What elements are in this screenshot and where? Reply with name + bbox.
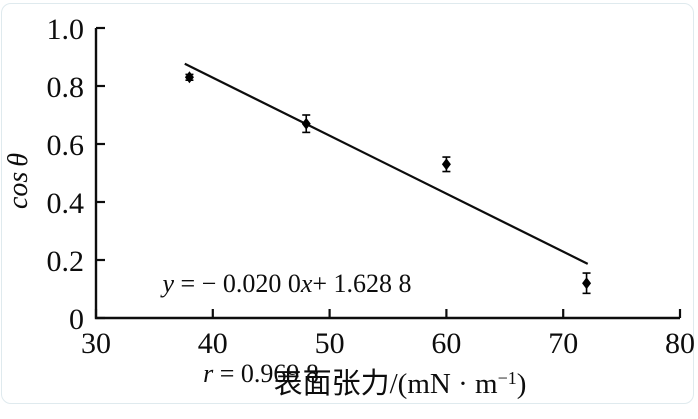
y-tick-label: 0.6	[47, 129, 85, 162]
y-tick-label: 0.4	[47, 187, 85, 220]
x-axis-label-text: 表面张力/(mN · m	[273, 368, 498, 400]
y-tick-label: 1.0	[47, 13, 85, 46]
x-tick-label: 40	[198, 327, 228, 360]
data-point	[301, 117, 311, 130]
x-tick-label: 60	[431, 327, 461, 360]
x-tick-label: 80	[665, 327, 695, 360]
equation-var-x: x	[300, 269, 313, 298]
theta-symbol: θ	[3, 152, 34, 167]
data-point	[582, 277, 592, 290]
x-axis-label: 表面张力/(mN · m−1)	[250, 360, 550, 402]
x-tick-label: 50	[315, 327, 345, 360]
correlation-text: = 0.969 8	[213, 359, 319, 388]
data-point	[441, 158, 451, 171]
regression-annotation: y = − 0.020 0x+ 1.628 8 r = 0.969 8	[130, 209, 444, 419]
x-axis-label-close: )	[516, 368, 527, 400]
x-tick-label: 70	[548, 327, 578, 360]
equation-var-y: y	[162, 269, 174, 298]
y-tick-label: 0	[69, 303, 84, 336]
y-axis-label: cos θ	[3, 121, 35, 241]
scatter-chart: 30 40 50 60 70 80 0 0.2 0.4 0.6 0.8 1.0	[47, 13, 696, 360]
x-axis-label-superscript: −1	[497, 368, 517, 388]
y-tick-label: 0.2	[47, 245, 85, 278]
correlation-var-r: r	[203, 359, 214, 388]
y-tick-label: 0.8	[47, 71, 85, 104]
x-tick-label: 30	[81, 327, 111, 360]
data-point	[184, 71, 194, 84]
y-axis-label-text: cos	[3, 171, 34, 210]
fit-line	[184, 62, 589, 265]
correlation-coefficient: r = 0.969 8	[130, 359, 444, 389]
equation-text-2: + 1.628 8	[312, 269, 412, 298]
equation-text-1: = − 0.020 0	[174, 269, 301, 298]
regression-equation: y = − 0.020 0x+ 1.628 8	[130, 269, 444, 299]
